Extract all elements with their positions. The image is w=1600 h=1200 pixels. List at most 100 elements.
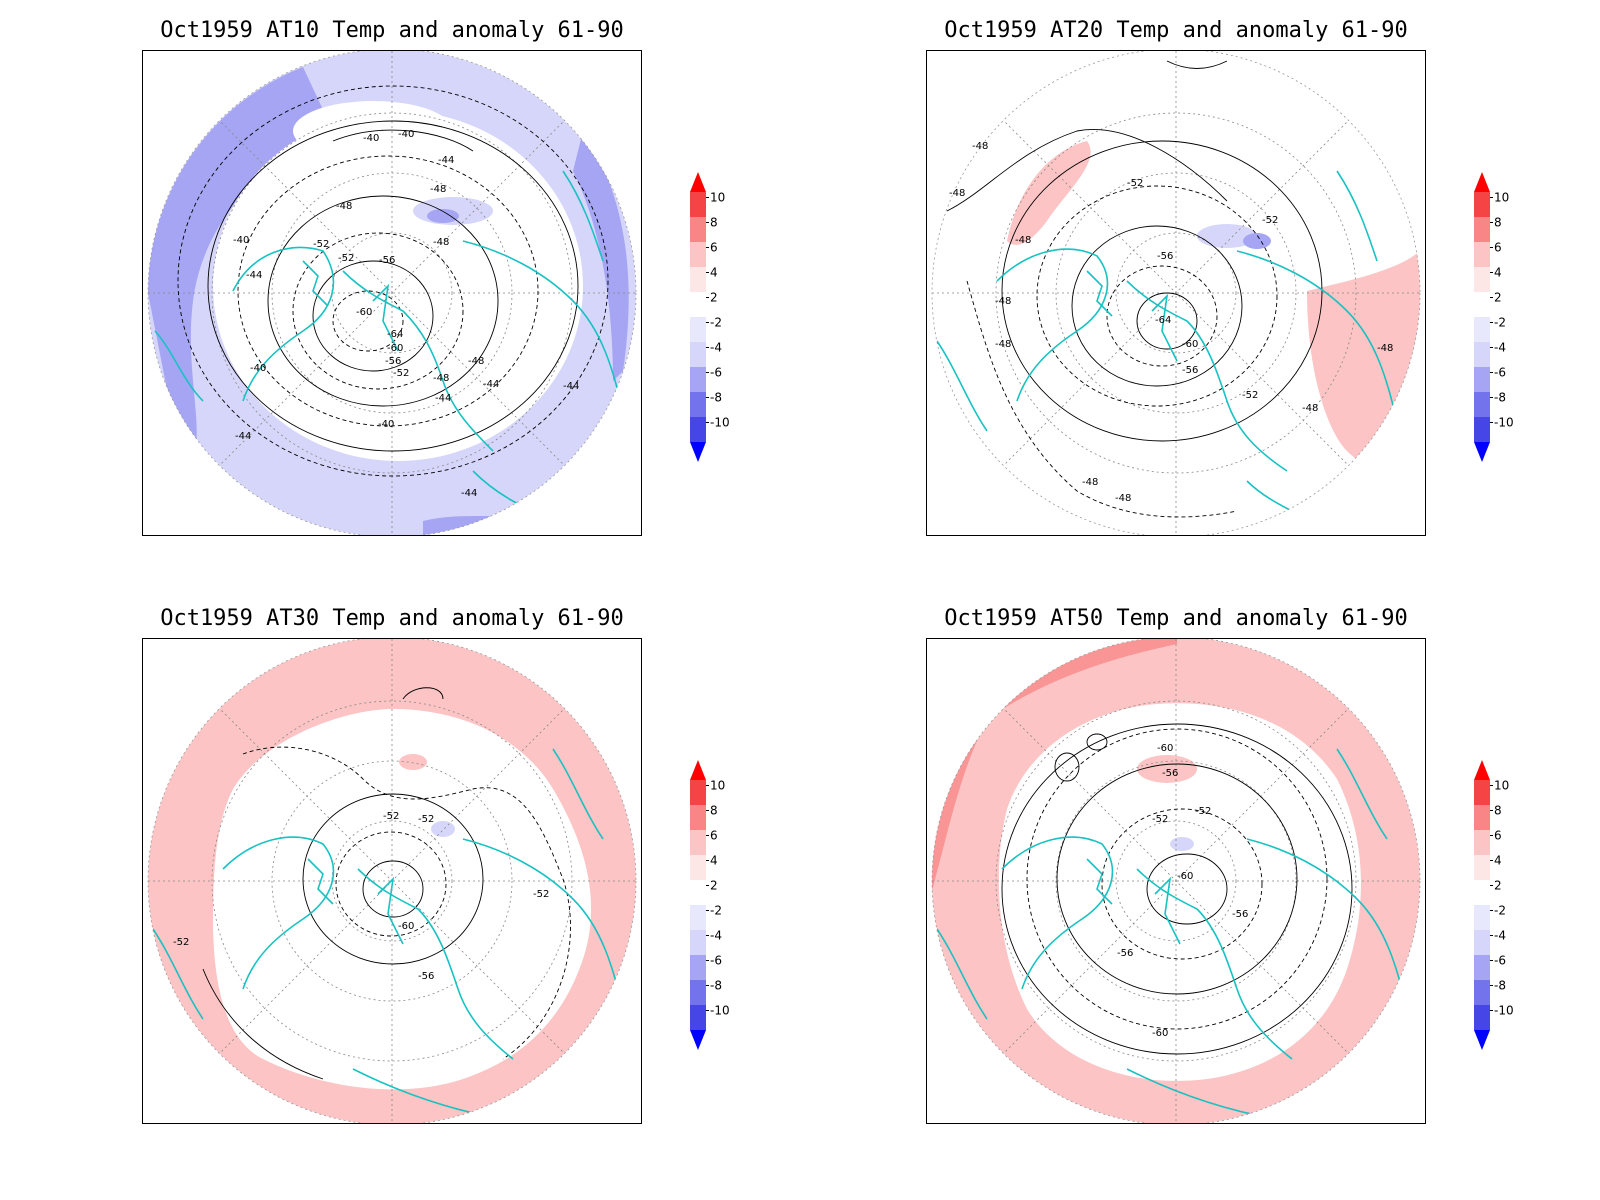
svg-text:-48: -48 [949, 188, 965, 199]
colorbar-segment [690, 242, 706, 267]
anomaly-cold-patch-inner [427, 209, 459, 223]
polar-stereographic-map: -40 -40 -44 -48 -48 -48 -40 -52 -52 -56 … [147, 51, 637, 535]
svg-text:-40: -40 [250, 363, 266, 374]
colorbar-at50: 10 8 6 4 2 -2 -4 -6 -8 -10 [1472, 760, 1532, 1050]
colorbar-tick-label: -2 [710, 316, 722, 330]
polar-stereographic-map: -48 -48 -52 -52 -48 -56 -48 -48 -64 -60 … [931, 51, 1421, 535]
svg-text:-56: -56 [418, 971, 434, 982]
colorbar-tick-label: 8 [1494, 216, 1502, 230]
svg-text:-48: -48 [972, 141, 988, 152]
colorbar-segment [690, 855, 706, 880]
colorbar-segment [1474, 955, 1490, 980]
svg-text:-48: -48 [468, 356, 484, 367]
svg-text:-52: -52 [1242, 390, 1258, 401]
colorbar-segment [690, 805, 706, 830]
colorbar-segment [1474, 417, 1490, 442]
colorbar-segment [690, 880, 706, 905]
colorbar-segment [1474, 830, 1490, 855]
colorbar-tick-label: -2 [710, 904, 722, 918]
svg-text:-44: -44 [438, 155, 454, 166]
colorbar-tick-label: 6 [710, 241, 718, 255]
colorbar-tick-label: 4 [1494, 854, 1502, 868]
svg-text:-48: -48 [1082, 477, 1098, 488]
colorbar-svg: 10 8 6 4 2 -2 -4 -6 -8 -10 [690, 172, 730, 462]
panel-title: Oct1959 AT50 Temp and anomaly 61-90 [944, 606, 1408, 631]
polar-stereographic-map: -52 -52 -52 -60 -56 -52 [147, 639, 637, 1123]
colorbar-segment [690, 980, 706, 1005]
svg-text:-56: -56 [1157, 251, 1173, 262]
polar-map-frame: -60 -56 -52 -52 -60 -56 -56 -60 [926, 638, 1426, 1124]
colorbar-max-arrow [690, 172, 706, 192]
temperature-contours [177, 85, 609, 477]
svg-text:-40: -40 [233, 235, 249, 246]
colorbar-segment [690, 830, 706, 855]
colorbar-max-arrow [1474, 172, 1490, 192]
colorbar-tick-label: 2 [1494, 879, 1502, 893]
svg-text:-52: -52 [313, 239, 329, 250]
colorbar-at30: 10 8 6 4 2 -2 -4 -6 -8 -10 [688, 760, 748, 1050]
colorbar-segment [690, 192, 706, 217]
svg-text:-56: -56 [379, 255, 395, 266]
colorbar-segment [690, 292, 706, 317]
svg-text:-56: -56 [1117, 948, 1133, 959]
colorbar-segment [1474, 217, 1490, 242]
map-panel-at20: Oct1959 AT20 Temp and anomaly 61-90 [926, 18, 1426, 538]
contour-labels: -52 -52 -52 -60 -56 -52 [173, 811, 549, 982]
svg-text:-60: -60 [1182, 339, 1198, 350]
svg-text:-48: -48 [433, 237, 449, 248]
temperature-contours [202, 687, 571, 1080]
svg-text:-52: -52 [173, 937, 189, 948]
colorbar-tick-label: 10 [1494, 779, 1509, 793]
panel-title: Oct1959 AT30 Temp and anomaly 61-90 [160, 606, 624, 631]
colorbar-tick-label: -2 [1494, 904, 1506, 918]
colorbar-segment [1474, 392, 1490, 417]
colorbar-tick-label: 4 [710, 854, 718, 868]
colorbar-segment [690, 217, 706, 242]
colorbar-segment [690, 417, 706, 442]
svg-text:-60: -60 [398, 921, 414, 932]
colorbar-segment [1474, 317, 1490, 342]
colorbar-tick-label: 8 [710, 216, 718, 230]
anomaly-warm-patch [399, 754, 427, 770]
map-boundary [147, 51, 637, 535]
colorbar-tick-label: 10 [1494, 191, 1509, 205]
colorbar-tick-label: 8 [710, 804, 718, 818]
svg-text:-44: -44 [435, 393, 451, 404]
polar-map-frame: -48 -48 -52 -52 -48 -56 -48 -48 -64 -60 … [926, 50, 1426, 536]
colorbar-tick-label: -4 [1494, 929, 1506, 943]
svg-text:-56: -56 [385, 356, 401, 367]
colorbar-tick-label: -6 [1494, 366, 1506, 380]
colorbar-tick-label: 2 [710, 879, 718, 893]
svg-text:-52: -52 [393, 368, 409, 379]
polar-map-frame: -40 -40 -44 -48 -48 -48 -40 -52 -52 -56 … [142, 50, 642, 536]
svg-text:-60: -60 [356, 307, 372, 318]
svg-text:-60: -60 [1177, 871, 1193, 882]
colorbar-segment [690, 780, 706, 805]
colorbar-svg: 10 8 6 4 2 -2 -4 -6 -8 -10 [690, 760, 730, 1050]
colorbar-tick-label: 8 [1494, 804, 1502, 818]
svg-text:-48: -48 [1302, 403, 1318, 414]
colorbar-min-arrow [1474, 1030, 1490, 1050]
colorbar-min-arrow [1474, 442, 1490, 462]
anomaly-fill-cold-west [148, 67, 333, 471]
colorbar-tick-label: -6 [710, 954, 722, 968]
svg-text:-52: -52 [1127, 178, 1143, 189]
colorbar-tick-label: -6 [710, 366, 722, 380]
colorbar-segment [1474, 242, 1490, 267]
colorbar-svg: 10 8 6 4 2 -2 -4 -6 -8 -10 [1474, 172, 1514, 462]
coastlines [154, 170, 624, 522]
colorbar-segment [690, 317, 706, 342]
colorbar-tick-label: 6 [1494, 241, 1502, 255]
colorbar-tick-label: 2 [710, 291, 718, 305]
colorbar-segment [1474, 1005, 1490, 1030]
contour-labels: -48 -48 -52 -52 -48 -56 -48 -48 -64 -60 … [949, 141, 1393, 504]
svg-text:-44: -44 [246, 270, 262, 281]
svg-text:-48: -48 [1115, 493, 1131, 504]
svg-text:-44: -44 [461, 488, 477, 499]
svg-text:-48: -48 [995, 339, 1011, 350]
colorbar-tick-label: -10 [1494, 416, 1514, 430]
svg-text:-60: -60 [387, 343, 403, 354]
coastlines [936, 748, 1408, 1120]
contour-labels: -60 -56 -52 -52 -60 -56 -56 -60 [1117, 743, 1248, 1039]
anomaly-cold-patch [1170, 837, 1194, 851]
